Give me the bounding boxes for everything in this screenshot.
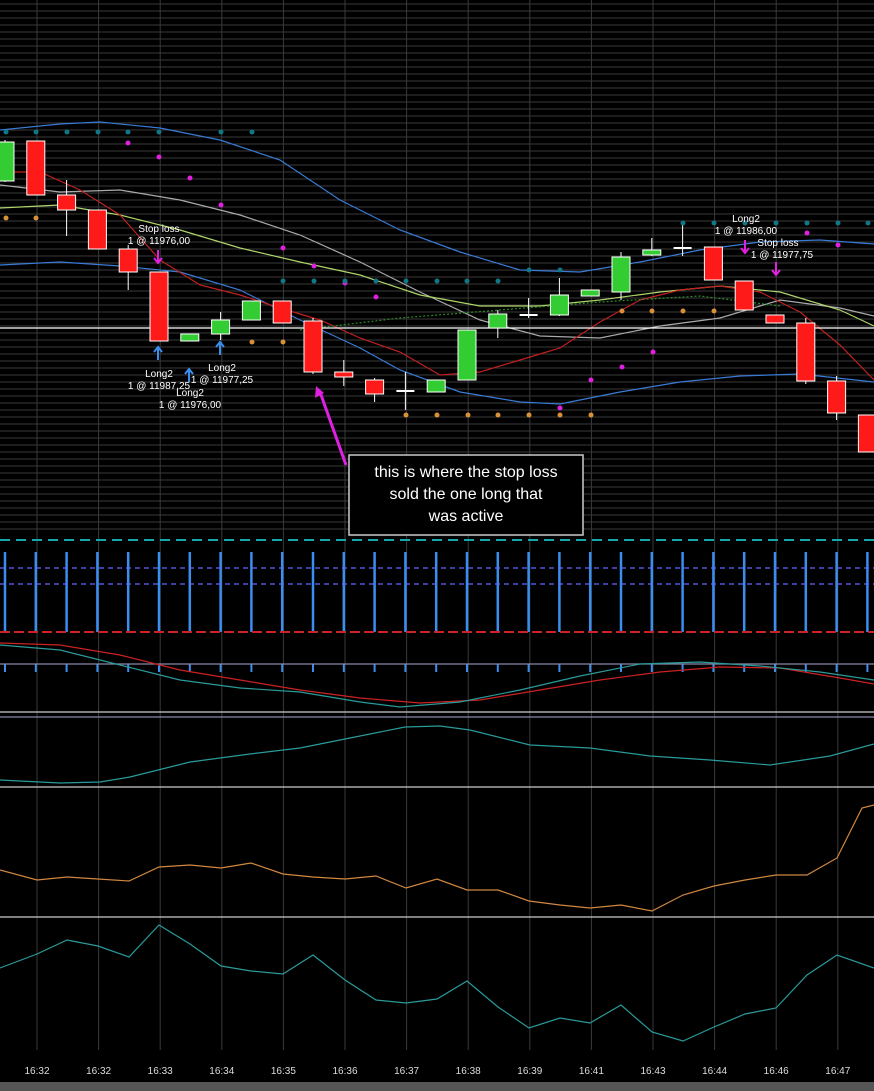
candle [334,371,354,378]
candle [26,140,46,196]
candle [796,322,816,382]
time-label: 16:32 [86,1066,111,1077]
order-title: Stop loss [138,224,179,235]
callout-text: sold the one long that [389,486,543,503]
candle [765,314,785,324]
candle [642,249,662,256]
volume-bars [3,552,869,672]
time-label: 16:43 [640,1066,665,1077]
dots [3,129,871,418]
order-title: Long2 [208,363,236,374]
time-label: 16:35 [271,1066,296,1077]
order-detail: 1 @ 11976,00 [159,400,222,411]
candle [180,333,200,342]
candle [457,329,477,381]
candles [0,140,874,453]
candle [149,271,169,342]
candle [488,313,508,329]
time-label: 16:33 [148,1066,173,1077]
order-markers [153,240,781,466]
candle [580,289,600,297]
candle [703,246,723,281]
time-label: 16:38 [456,1066,481,1077]
order-detail: 1 @ 11986,00 [715,226,778,237]
order-title: Long2 [732,214,760,225]
order-title: Stop loss [757,238,798,249]
order-detail: 1 @ 11987,25 [128,381,191,392]
callout-box [348,454,584,536]
callout-text: this is where the stop loss [374,464,557,481]
candle [87,209,107,250]
time-label: 16:34 [209,1066,234,1077]
order-detail: 1 @ 11976,00 [128,236,191,247]
time-label: 16:36 [332,1066,357,1077]
candle [611,256,631,293]
candle [549,294,569,316]
candle [272,300,292,324]
time-label: 16:32 [24,1066,49,1077]
candle [211,319,231,335]
order-detail: 1 @ 11977,75 [751,250,814,261]
order-title: Long2 [176,388,204,399]
order-detail: 1 @ 11977,25 [191,375,254,386]
candle [734,280,754,311]
callout-text: was active [428,508,504,525]
time-label: 16:44 [702,1066,727,1077]
candle [426,379,446,393]
time-label: 16:47 [825,1066,850,1077]
candle [241,300,261,321]
time-label: 16:41 [579,1066,604,1077]
candle [827,380,847,414]
scrollbar[interactable] [0,1082,874,1091]
time-label: 16:46 [764,1066,789,1077]
candle [365,379,385,395]
candle [303,320,323,373]
candle [857,414,874,453]
time-label: 16:39 [517,1066,542,1077]
time-label: 16:37 [394,1066,419,1077]
candle [118,248,138,273]
candle [0,141,15,182]
candle [57,194,77,211]
order-title: Long2 [145,369,173,380]
time-labels: 16:32 16:32 16:33 16:34 16:35 16:36 16:37 16:38… [24,1066,850,1077]
